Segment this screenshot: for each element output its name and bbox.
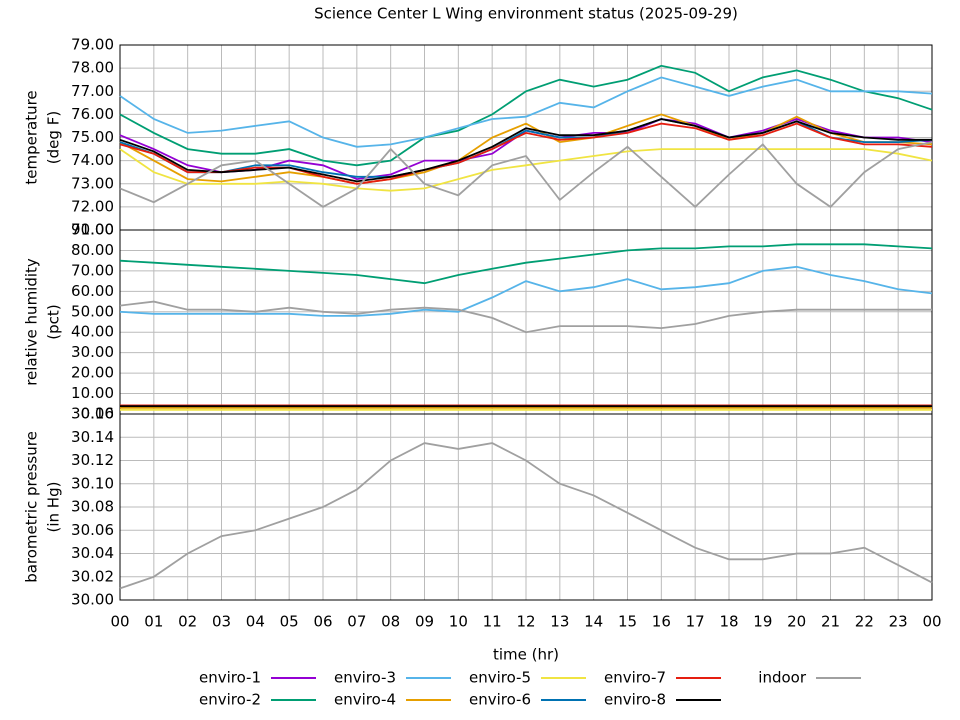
x-tick-label: 18 xyxy=(719,613,738,631)
x-tick-label: 20 xyxy=(787,613,806,631)
y-tick-label: 79.00 xyxy=(71,36,114,54)
y-tick-label: 40.00 xyxy=(71,323,114,341)
series-line xyxy=(119,122,933,185)
y-tick-label: 30.04 xyxy=(71,544,114,562)
y-tick-label: 30.00 xyxy=(71,591,114,609)
x-tick-label: 19 xyxy=(753,613,772,631)
y-tick-label: 90.00 xyxy=(71,221,114,239)
series-line xyxy=(119,300,932,334)
y-tick-label: 10.00 xyxy=(71,384,114,402)
legend-label: enviro-1 xyxy=(199,669,261,687)
y-tick-label: 72.00 xyxy=(71,197,114,215)
series-line xyxy=(119,76,933,148)
x-tick-label: 15 xyxy=(618,613,637,631)
legend-label: enviro-3 xyxy=(334,669,396,687)
y-tick-label: 30.10 xyxy=(71,474,114,492)
y-tick-label: 50.00 xyxy=(71,302,114,320)
y-tick-label: 73.00 xyxy=(71,174,114,192)
x-tick-label: 04 xyxy=(246,613,265,631)
series-line xyxy=(119,148,933,192)
chart-title: Science Center L Wing environment status… xyxy=(314,5,738,23)
y-axis-label: temperature xyxy=(23,90,41,184)
y-tick-label: 30.16 xyxy=(71,405,114,423)
plot-frame xyxy=(119,413,933,601)
x-tick-label: 23 xyxy=(889,613,908,631)
series-line xyxy=(119,64,933,167)
x-tick-label: 06 xyxy=(313,613,332,631)
x-axis-label: time (hr) xyxy=(493,646,559,664)
y-tick-label: 76.00 xyxy=(71,105,114,123)
y-axis-label: (deg F) xyxy=(45,111,63,164)
series-line xyxy=(119,141,933,209)
y-tick-label: 70.00 xyxy=(71,261,114,279)
legend-label: enviro-7 xyxy=(604,669,666,687)
y-axis-label: (in Hg) xyxy=(45,482,63,533)
legend-label: enviro-6 xyxy=(469,691,531,709)
legend-label: enviro-2 xyxy=(199,691,261,709)
x-tick-label: 10 xyxy=(449,613,468,631)
x-tick-label: 09 xyxy=(415,613,434,631)
series-line xyxy=(119,442,933,590)
x-tick-label: 07 xyxy=(347,613,366,631)
series-line xyxy=(119,118,932,183)
y-tick-label: 71.00 xyxy=(71,221,114,239)
x-tick-label: 05 xyxy=(280,613,299,631)
x-tick-label: 08 xyxy=(381,613,400,631)
x-tick-label: 17 xyxy=(686,613,705,631)
y-axis-label: barometric pressure xyxy=(23,431,41,583)
y-tick-label: 74.00 xyxy=(71,151,114,169)
x-tick-label: 00 xyxy=(110,613,129,631)
y-tick-label: 77.00 xyxy=(71,82,114,100)
x-tick-label: 16 xyxy=(652,613,671,631)
y-tick-label: 75.00 xyxy=(71,128,114,146)
y-tick-label: 30.08 xyxy=(71,498,114,516)
series-line xyxy=(119,243,933,285)
series-line xyxy=(119,113,933,185)
x-tick-label: 22 xyxy=(855,613,874,631)
y-axis-label: (pct) xyxy=(45,304,63,339)
y-axis-label: relative humidity xyxy=(23,258,41,386)
x-tick-label: 13 xyxy=(550,613,569,631)
y-tick-label: 60.00 xyxy=(71,282,114,300)
legend-label: enviro-5 xyxy=(469,669,531,687)
legend-label: enviro-4 xyxy=(334,691,396,709)
legend-label: enviro-8 xyxy=(604,691,666,709)
y-tick-label: 30.06 xyxy=(71,521,114,539)
series-line xyxy=(119,265,933,317)
y-tick-label: 20.00 xyxy=(71,364,114,382)
y-tick-label: 0.00 xyxy=(81,405,114,423)
y-tick-label: 30.14 xyxy=(71,428,114,446)
y-tick-label: 30.02 xyxy=(71,567,114,585)
x-tick-label: 03 xyxy=(212,613,231,631)
x-tick-label: 21 xyxy=(821,613,840,631)
y-tick-label: 78.00 xyxy=(71,59,114,77)
x-tick-label: 14 xyxy=(584,613,603,631)
y-tick-label: 30.12 xyxy=(71,451,114,469)
x-tick-label: 02 xyxy=(178,613,197,631)
x-tick-label: 11 xyxy=(483,613,502,631)
legend-label: indoor xyxy=(758,669,807,687)
x-tick-label: 01 xyxy=(144,613,163,631)
x-tick-label: 12 xyxy=(516,613,535,631)
x-tick-label: 00 xyxy=(922,613,941,631)
y-tick-label: 80.00 xyxy=(71,241,114,259)
y-tick-label: 30.00 xyxy=(71,343,114,361)
